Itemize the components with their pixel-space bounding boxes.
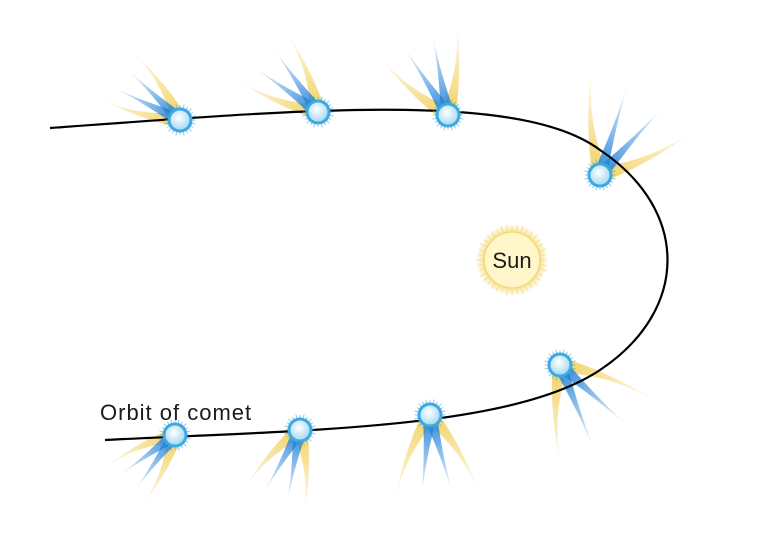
comet-nucleus <box>433 100 464 131</box>
sun: Sun <box>476 224 548 296</box>
comet-nucleus <box>415 400 446 431</box>
sun-label: Sun <box>492 248 531 273</box>
orbit-label: Orbit of comet <box>100 400 252 426</box>
comet-orbit-diagram: Sun <box>0 0 776 536</box>
comet-nucleus <box>165 105 196 136</box>
comet-nuclei <box>160 97 616 451</box>
comet-nucleus <box>585 160 616 191</box>
comet-nucleus <box>545 350 576 381</box>
comet-tails <box>94 15 703 519</box>
comet-nucleus <box>303 97 334 128</box>
orbit-path <box>50 110 668 440</box>
comet-nucleus <box>285 415 316 446</box>
